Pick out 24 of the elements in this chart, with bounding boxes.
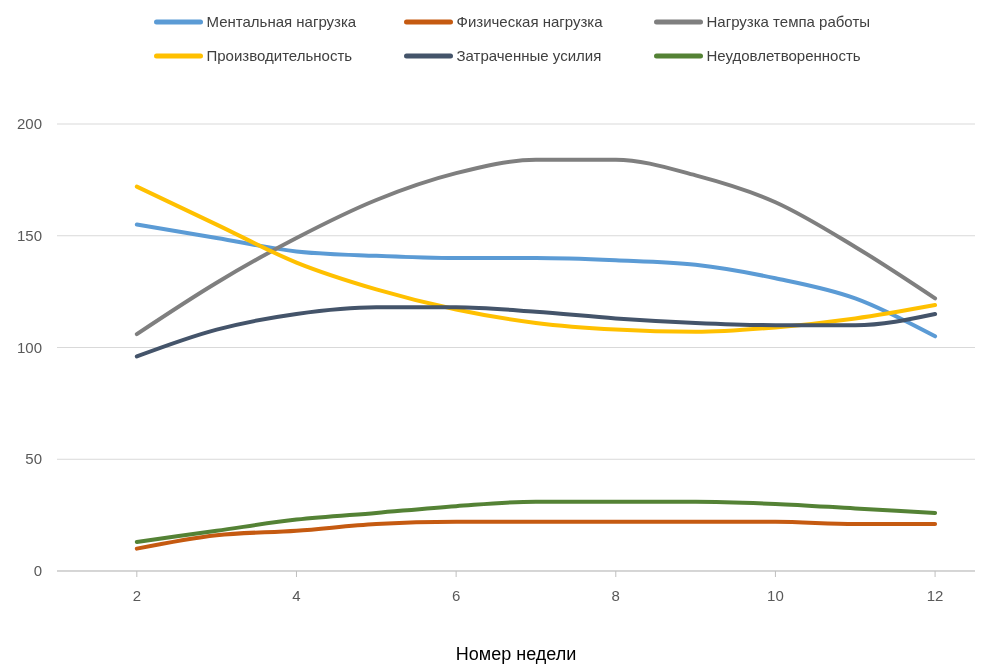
- legend-label: Затраченные усилия: [456, 47, 602, 64]
- x-tick-label: 4: [292, 587, 301, 604]
- line-series: [134, 184, 938, 334]
- y-tick-label: 150: [16, 226, 42, 244]
- line-series: [134, 222, 938, 339]
- x-tick-label: 2: [132, 587, 141, 604]
- x-tick-label: 12: [926, 587, 944, 604]
- legend-label: Нагрузка темпа работы: [706, 13, 871, 30]
- line-series: [134, 157, 938, 337]
- y-tick-label: 200: [16, 115, 42, 132]
- x-tick-label: 8: [611, 587, 620, 604]
- y-tick-label: 50: [25, 450, 42, 468]
- x-axis-title: Номер недели: [455, 644, 577, 664]
- legend-label: Неудовлетворенность: [706, 47, 861, 64]
- y-tick-label: 0: [33, 562, 42, 579]
- legend-label: Производительность: [206, 47, 353, 64]
- y-tick-label: 100: [16, 338, 42, 356]
- legend-label: Физическая нагрузка: [456, 13, 604, 30]
- line-series: [134, 305, 938, 359]
- legend-label: Ментальная нагрузка: [206, 13, 357, 30]
- x-tick-label: 10: [767, 587, 784, 604]
- x-tick-label: 6: [451, 587, 461, 604]
- line-series: [134, 499, 938, 544]
- line-series: [134, 519, 938, 551]
